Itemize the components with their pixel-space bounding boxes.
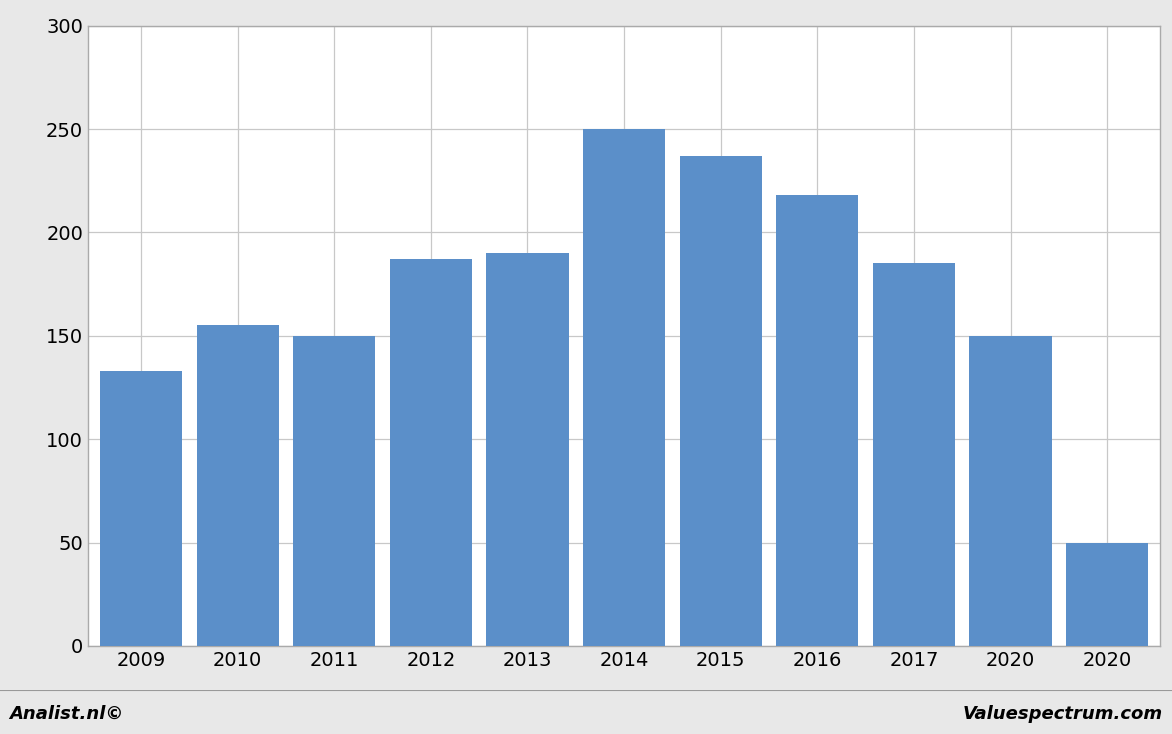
Text: Valuespectrum.com: Valuespectrum.com bbox=[962, 705, 1163, 723]
Bar bbox=[1067, 542, 1149, 646]
Bar bbox=[680, 156, 762, 646]
Bar bbox=[390, 259, 472, 646]
Bar bbox=[100, 371, 182, 646]
Bar bbox=[293, 336, 375, 646]
Bar bbox=[197, 325, 279, 646]
Text: Analist.nl©: Analist.nl© bbox=[9, 705, 124, 723]
Bar bbox=[486, 253, 568, 646]
Bar bbox=[582, 129, 666, 646]
Bar bbox=[873, 264, 955, 646]
Bar bbox=[776, 195, 858, 646]
Bar bbox=[969, 336, 1051, 646]
